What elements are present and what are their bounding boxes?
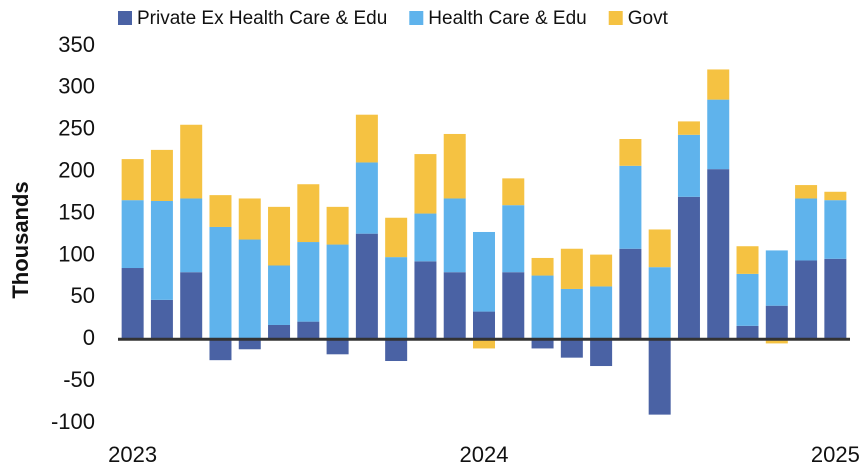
legend-swatch: [409, 11, 424, 25]
bar-segment: [414, 261, 437, 340]
bar-segment: [355, 233, 378, 340]
y-tick-label: 150: [58, 199, 95, 224]
bar-segment: [443, 133, 466, 199]
bar-segment: [180, 124, 203, 199]
bar-segment: [795, 198, 818, 261]
bar-segment: [560, 248, 583, 289]
y-tick-label: 0: [83, 325, 95, 350]
bar-segment: [590, 339, 613, 367]
bar-segment: [795, 185, 818, 199]
bar-segment: [443, 272, 466, 340]
bar-segment: [619, 138, 642, 166]
bar-segment: [619, 165, 642, 249]
bar-segment: [473, 339, 495, 349]
bar-segment: [736, 273, 759, 326]
x-tick-label: 2023: [108, 442, 157, 467]
bar-segment: [268, 324, 291, 340]
bar-segment: [707, 69, 730, 100]
bar-segment: [414, 213, 437, 262]
bar-segment: [150, 299, 173, 340]
bar-segment: [707, 169, 730, 340]
x-tick-label: 2025: [811, 442, 860, 467]
bar-segment: [560, 339, 583, 358]
bar-segment: [502, 205, 525, 273]
bar-segment: [180, 198, 203, 273]
bar-segment: [707, 99, 730, 170]
bar-segment: [619, 248, 642, 340]
bar-segment: [531, 339, 554, 349]
bar-segment: [414, 154, 437, 214]
bar-segment: [209, 339, 232, 361]
bar-segment: [385, 217, 408, 258]
bar-segment: [677, 196, 700, 340]
bar-segment: [355, 114, 378, 163]
bar-segment: [795, 260, 818, 340]
bar-segment: [297, 321, 320, 340]
y-tick-label: 350: [58, 32, 95, 57]
y-tick-label: 200: [58, 157, 95, 182]
legend-label: Govt: [628, 8, 669, 29]
legend-label: Private Ex Health Care & Edu: [137, 8, 387, 29]
bar-segment: [268, 265, 291, 325]
bar-segment: [648, 229, 671, 268]
bar-segment: [355, 162, 378, 234]
bar-segment: [590, 286, 613, 340]
bar-segment: [121, 200, 144, 269]
bar-segment: [385, 339, 408, 362]
bar-segment: [560, 288, 583, 340]
bar-segment: [502, 178, 525, 206]
legend-label: Health Care & Edu: [428, 8, 586, 29]
y-tick-label: -50: [63, 367, 95, 392]
legend-swatch: [608, 11, 623, 25]
bar-segment: [677, 121, 700, 135]
bar-segment: [765, 339, 788, 344]
y-tick-label: 250: [58, 116, 95, 141]
bar-segment: [209, 195, 232, 227]
bar-segment: [531, 275, 554, 340]
bar-segment: [180, 272, 203, 340]
bar-segment: [150, 200, 173, 300]
bar-segment: [121, 268, 144, 340]
bar-segment: [736, 325, 759, 340]
bar-segment: [648, 339, 671, 415]
bar-segment: [531, 257, 554, 276]
bar-segment: [824, 200, 847, 259]
bar-segment: [443, 198, 466, 273]
bar-segment: [297, 242, 320, 322]
bar-segment: [824, 258, 847, 340]
bar-segment: [473, 231, 495, 312]
bar-segment: [297, 184, 320, 243]
bar-segment: [590, 254, 613, 287]
bar-segment: [326, 206, 349, 245]
y-tick-label: -100: [51, 409, 95, 434]
bar-segment: [765, 305, 788, 340]
y-tick-label: 100: [58, 241, 95, 266]
bar-segment: [648, 267, 671, 340]
bar-segment: [736, 246, 759, 274]
bar-segment: [238, 239, 261, 340]
y-axis-label: Thousands: [8, 181, 33, 298]
bar-segment: [326, 339, 349, 355]
y-tick-label: 50: [71, 283, 95, 308]
bar-segment: [677, 134, 700, 197]
bar-segment: [150, 149, 173, 201]
bar-segment: [238, 339, 261, 350]
x-tick-label: 2024: [460, 442, 509, 467]
legend-swatch: [118, 11, 132, 25]
y-tick-label: 300: [58, 74, 95, 99]
bar-segment: [824, 191, 847, 201]
bar-segment: [209, 226, 232, 340]
bar-segment: [502, 272, 525, 340]
bar-segment: [385, 257, 408, 340]
bar-segment: [765, 250, 788, 306]
bar-segment: [121, 159, 144, 201]
bar-segment: [326, 244, 349, 340]
bar-segment: [473, 311, 495, 340]
bar-segment: [238, 198, 261, 240]
bar-segment: [268, 206, 291, 266]
